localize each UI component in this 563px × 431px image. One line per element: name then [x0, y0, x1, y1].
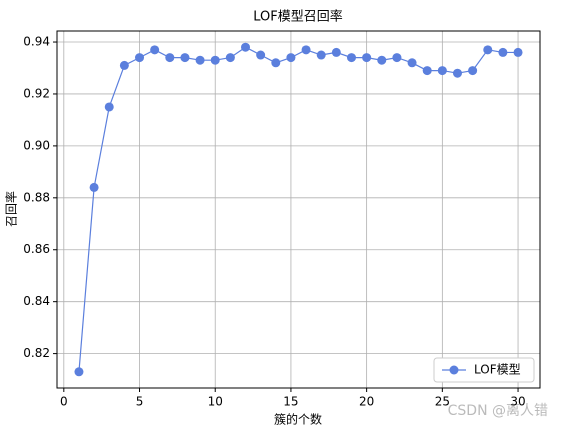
y-tick-label: 0.92	[23, 86, 50, 100]
data-point	[498, 47, 508, 57]
data-point	[437, 66, 447, 76]
data-point	[195, 55, 205, 65]
data-point	[210, 55, 220, 65]
x-tick-label: 10	[208, 395, 223, 409]
data-point	[286, 53, 296, 63]
data-point	[104, 102, 114, 112]
data-point	[241, 42, 251, 52]
data-point	[316, 50, 326, 60]
series-line	[78, 46, 519, 372]
data-point	[180, 53, 190, 63]
y-tick-label: 0.82	[23, 346, 50, 360]
x-tick-label: 30	[510, 395, 525, 409]
legend-box	[433, 357, 535, 383]
data-point	[74, 367, 84, 377]
data-point	[346, 53, 356, 63]
x-tick-label: 15	[283, 395, 298, 409]
legend-marker	[449, 365, 459, 375]
y-axis-label: 召回率	[4, 191, 19, 227]
data-point	[422, 66, 432, 76]
data-point	[362, 53, 372, 63]
data-point	[165, 53, 175, 63]
data-point	[150, 45, 160, 55]
data-point	[331, 47, 341, 57]
legend-label: LOF模型	[474, 363, 521, 377]
data-point	[225, 53, 235, 63]
data-point	[135, 53, 145, 63]
y-tick-label: 0.84	[23, 294, 50, 308]
x-tick-label: 25	[435, 395, 450, 409]
x-tick-label: 0	[60, 395, 68, 409]
data-point	[377, 55, 387, 65]
data-point	[271, 58, 281, 68]
x-tick-label: 20	[359, 395, 374, 409]
plot-frame	[56, 30, 541, 389]
x-tick-label: 5	[136, 395, 144, 409]
data-point	[301, 45, 311, 55]
data-point	[452, 68, 462, 78]
y-tick-label: 0.94	[23, 35, 50, 49]
watermark: CSDN @离人错	[448, 402, 548, 419]
data-point	[119, 60, 129, 70]
data-point	[483, 45, 493, 55]
x-axis-label: 簇的个数	[274, 412, 322, 427]
data-point	[392, 53, 402, 63]
data-point	[513, 47, 523, 57]
data-point	[256, 50, 266, 60]
data-point	[407, 58, 417, 68]
chart-title: LOF模型召回率	[253, 9, 343, 25]
y-tick-label: 0.88	[23, 190, 50, 204]
y-tick-label: 0.86	[23, 242, 50, 256]
data-point	[468, 66, 478, 76]
y-tick-label: 0.90	[23, 138, 50, 152]
data-point	[89, 182, 99, 192]
